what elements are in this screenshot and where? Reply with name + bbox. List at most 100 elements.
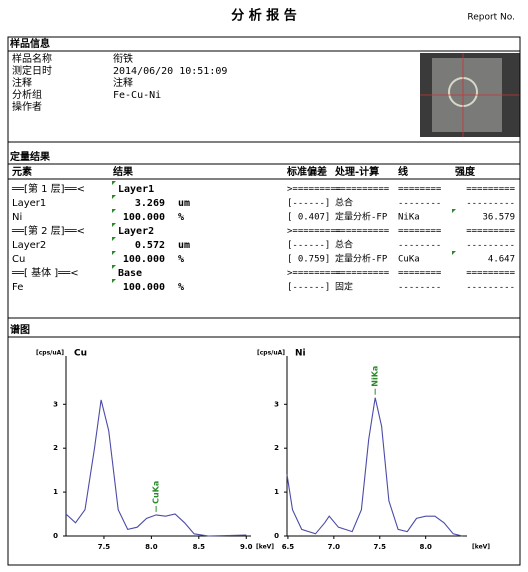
- spectrum: [65, 399, 247, 537]
- column-header: 标准偏差: [286, 165, 327, 178]
- cell-sd: >=========: [287, 185, 342, 195]
- flag: [452, 251, 456, 255]
- x-tick-label: 6.5: [282, 543, 295, 551]
- cell-line: ========: [398, 269, 442, 279]
- y-tick-label: 2: [274, 444, 279, 452]
- cell-line: --------: [398, 283, 441, 293]
- info-label: 测定日时: [12, 64, 52, 77]
- cell-line: ========: [398, 227, 442, 237]
- info-label: 分析组: [12, 88, 42, 101]
- cell-line: ========: [398, 185, 442, 195]
- cell-sd: [ 0.407]: [287, 213, 330, 223]
- info-value: Fe-Cu-Ni: [113, 90, 161, 101]
- sample-photo: [420, 53, 520, 137]
- result: Layer1: [118, 184, 154, 195]
- section-heading: 定量结果: [10, 150, 51, 163]
- spectrum: [286, 397, 463, 537]
- info-label: 注释: [12, 76, 32, 89]
- x-tick-label: 7.5: [98, 543, 111, 551]
- flag: [112, 223, 116, 227]
- flag: [112, 181, 116, 185]
- x-tick-label: 8.5: [193, 543, 206, 551]
- result: Base: [118, 268, 142, 279]
- element: ══[第 2 层]══<: [11, 224, 85, 237]
- chart-title: Cu: [74, 349, 87, 359]
- x-tick-label: 8.0: [145, 543, 158, 551]
- y-axis-label: [cps/uA]: [36, 350, 64, 357]
- info-value: 衔铁: [113, 52, 133, 65]
- y-axis-label: [cps/uA]: [257, 350, 285, 357]
- x-axis-label: [keV]: [472, 544, 490, 551]
- cell-calc: 固定: [335, 281, 353, 293]
- unit: um: [178, 240, 190, 251]
- cell-calc: ==========: [335, 227, 390, 237]
- peak-label: NiKa: [371, 366, 380, 387]
- x-axis-label: [keV]: [256, 544, 274, 551]
- intensity: ---------: [466, 283, 515, 293]
- y-tick-label: 0: [274, 532, 279, 540]
- element: Layer1: [12, 198, 46, 209]
- y-tick-label: 0: [53, 532, 58, 540]
- cell-line: CuKa: [398, 255, 420, 265]
- cell-line: --------: [398, 199, 441, 209]
- chart-title: Ni: [295, 349, 306, 359]
- element: Fe: [12, 282, 23, 293]
- cell-sd: [ 0.759]: [287, 255, 330, 265]
- cell-line: NiKa: [398, 213, 420, 223]
- column-header: 强度: [455, 165, 476, 178]
- y-tick-label: 2: [53, 444, 58, 452]
- result: 100.000: [123, 254, 165, 265]
- cell-sd: >=========: [287, 269, 342, 279]
- intensity: =========: [466, 185, 515, 195]
- info-label: 样品名称: [12, 52, 52, 65]
- intensity: ---------: [466, 241, 515, 251]
- flag: [112, 195, 116, 199]
- y-tick-label: 1: [274, 488, 279, 496]
- cell-calc: ==========: [335, 185, 390, 195]
- column-header: 元素: [12, 165, 32, 178]
- frame: [7, 36, 521, 566]
- report-no: Report No.: [467, 13, 515, 23]
- unit: %: [178, 212, 184, 223]
- y-tick-label: 3: [53, 400, 58, 408]
- flag: [112, 237, 116, 241]
- result: 100.000: [123, 212, 165, 223]
- flag: [452, 209, 456, 213]
- x-tick-label: 7.0: [328, 543, 341, 551]
- intensity: ---------: [466, 199, 515, 209]
- flag: [112, 209, 116, 213]
- result: 0.572: [135, 240, 165, 251]
- x-tick-label: 7.5: [374, 543, 387, 551]
- unit: um: [178, 198, 190, 209]
- info-value: 注释: [113, 76, 133, 89]
- y-tick-label: 3: [274, 400, 279, 408]
- info-label: 操作者: [12, 100, 42, 113]
- info-value: 2014/06/20 10:51:09: [113, 66, 227, 77]
- element: Ni: [12, 212, 22, 223]
- section-heading: 样品信息: [10, 37, 50, 50]
- x-tick-label: 8.0: [419, 543, 432, 551]
- intensity: 36.579: [482, 213, 515, 223]
- cell-calc: 定量分析-FP: [335, 211, 388, 223]
- unit: %: [178, 282, 184, 293]
- cell-sd: [------]: [287, 241, 330, 251]
- cell-calc: 总合: [335, 239, 353, 251]
- report-title: 分 析 报 告: [231, 8, 297, 24]
- y-tick-label: 1: [53, 488, 58, 496]
- x-tick-label: 9.0: [240, 543, 253, 551]
- column-header: 处理-计算: [334, 165, 379, 178]
- intensity: =========: [466, 269, 515, 279]
- cell-calc: 定量分析-FP: [335, 253, 388, 265]
- element: Layer2: [12, 240, 46, 251]
- flag: [112, 279, 116, 283]
- cell-calc: 总合: [335, 197, 353, 209]
- result: Layer2: [118, 226, 154, 237]
- element: Cu: [12, 254, 25, 265]
- element: ══[ 基体 ]══<: [11, 266, 79, 279]
- column-header: 结果: [113, 165, 134, 178]
- flag: [112, 251, 116, 255]
- intensity: 4.647: [488, 255, 515, 265]
- cell-line: --------: [398, 241, 441, 251]
- cell-sd: [------]: [287, 283, 330, 293]
